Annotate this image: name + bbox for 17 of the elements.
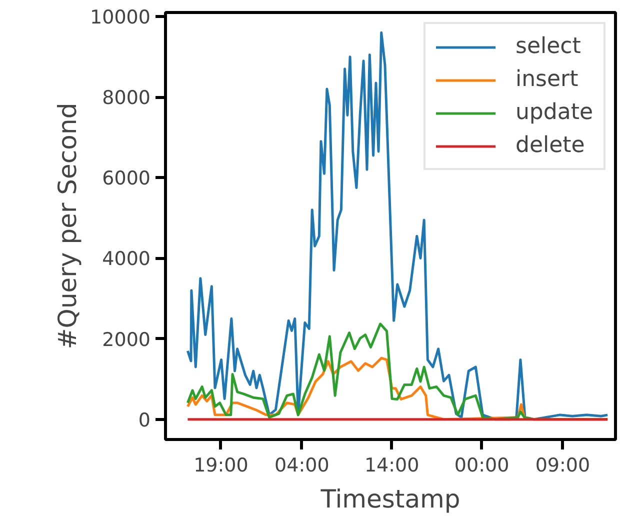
x-tick-label: 19:00 [194,454,248,476]
y-tick-label: 2000 [102,328,151,351]
y-axis-title: #Query per Second [53,102,82,350]
y-tick-label: 10000 [90,6,151,29]
x-tick-label: 09:00 [535,454,590,476]
y-tick-label: 0 [138,409,151,432]
x-tick-label: 14:00 [364,454,420,476]
y-tick-label: 8000 [102,87,151,110]
y-tick-label: 4000 [102,248,151,270]
legend-label: update [515,100,593,125]
x-tick-label: 04:00 [274,454,330,476]
x-tick-label: 00:00 [454,454,510,476]
y-tick-label: 6000 [102,168,151,190]
x-axis-title: Timestamp [320,484,460,514]
legend-label: delete [515,133,585,158]
legend-label: insert [515,67,578,92]
legend-label: select [515,34,581,59]
